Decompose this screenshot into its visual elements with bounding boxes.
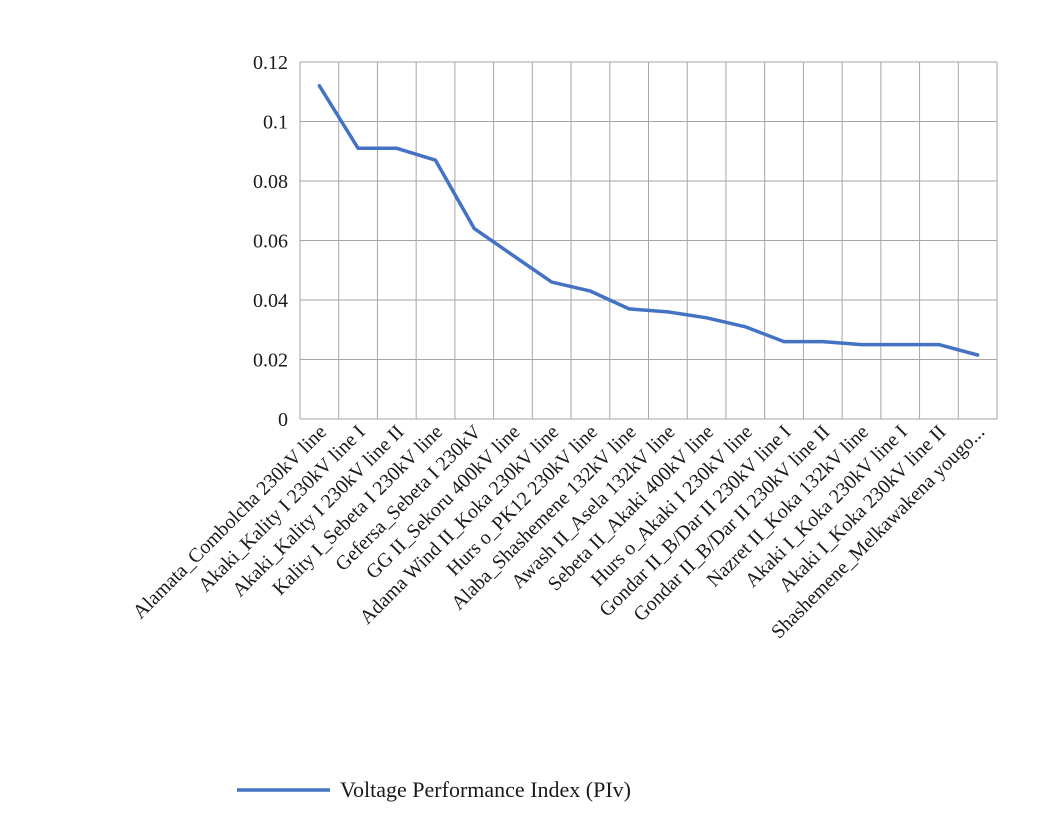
chart-grid — [299, 61, 998, 420]
series-points — [319, 85, 978, 356]
x-axis-category-labels: Alamata_Combolcha 230kV lineAkaki_Kality… — [129, 421, 990, 644]
y-tick-label: 0.08 — [253, 171, 288, 193]
legend: Voltage Performance Index (PIv) — [237, 777, 631, 802]
y-tick-label: 0.06 — [253, 231, 288, 253]
legend-label: Voltage Performance Index (PIv) — [340, 777, 631, 802]
y-tick-label: 0.12 — [253, 52, 288, 74]
series-line-piv — [317, 84, 980, 357]
y-tick-label: 0.1 — [263, 112, 288, 134]
y-tick-label: 0.04 — [253, 290, 288, 312]
y-tick-label: 0.02 — [253, 350, 288, 372]
y-tick-label: 0 — [278, 409, 288, 431]
y-axis-tick-labels: 0 0.02 0.04 0.06 0.08 0.1 0.12 — [253, 52, 288, 431]
